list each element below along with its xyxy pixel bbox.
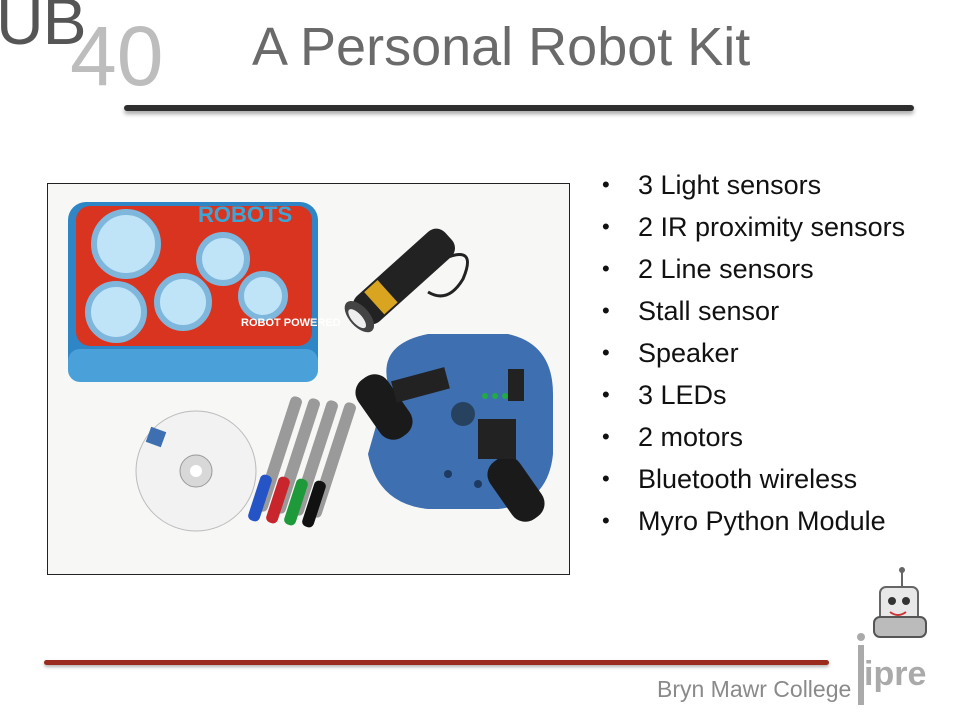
feature-item: 3 LEDs [600, 378, 920, 412]
feature-item: Stall sensor [600, 294, 920, 328]
feature-item: 2 motors [600, 420, 920, 454]
lunchbox-tag: ROBOT POWERED [241, 317, 341, 329]
feature-item: 2 IR proximity sensors [600, 210, 920, 244]
institution-name: Bryn Mawr College [657, 676, 852, 702]
feature-item: 3 Light sensors [600, 168, 920, 202]
ipre-logo-text: ipre [864, 655, 926, 693]
feature-list: 3 Light sensors 2 IR proximity sensors 2… [600, 168, 920, 546]
slide-title: A Personal Robot Kit [252, 17, 751, 77]
ub-logo-text: UB [0, 0, 87, 58]
feature-item: 2 Line sensors [600, 252, 920, 286]
logo-number: 40 [70, 9, 164, 103]
flashlight-icon [344, 228, 455, 333]
lunchbox-brand: ROBOTS [198, 202, 292, 227]
scribbler-robot-icon [355, 334, 553, 522]
title-divider [124, 105, 914, 111]
markers-icon [248, 396, 356, 528]
robot-kit-photo: ROBOTS ROBOT POWERED [47, 183, 570, 575]
footer-divider [44, 660, 829, 665]
feature-item: Bluetooth wireless [600, 462, 920, 496]
robot-kit-illustration: ROBOTS ROBOT POWERED [68, 202, 553, 532]
feature-item: Speaker [600, 336, 920, 370]
ipre-robot-logo-icon: ipre [857, 567, 927, 705]
feature-item: Myro Python Module [600, 504, 920, 538]
